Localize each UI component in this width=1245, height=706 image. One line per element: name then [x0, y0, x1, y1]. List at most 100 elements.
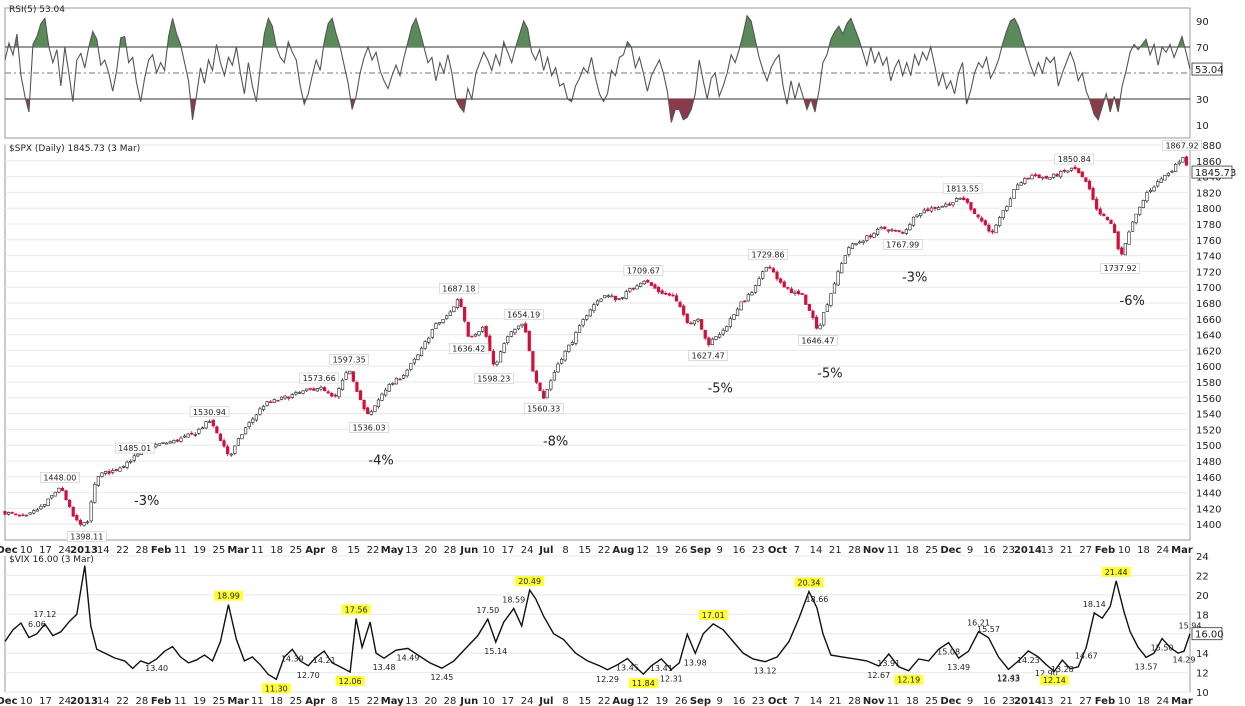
spx-price-label-box	[40, 472, 80, 483]
spx-y-tick: 1520	[1196, 425, 1221, 436]
spx-candle-body	[53, 491, 57, 497]
spx-candle-body	[319, 386, 323, 390]
spx-price-label-box	[1162, 140, 1202, 151]
spx-candle-body	[172, 440, 176, 444]
spx-candle-body	[441, 319, 445, 324]
spx-candle-body	[933, 206, 937, 209]
vix-x-tick: 7	[794, 696, 800, 706]
spx-candle-body	[879, 227, 883, 230]
spx-candle-body	[789, 288, 794, 294]
spx-x-tick: 20	[424, 545, 437, 556]
spx-candle-body	[107, 471, 111, 474]
spx-candle-body	[344, 372, 348, 380]
spx-x-tick: 26	[675, 545, 688, 556]
vix-x-tick: 20	[424, 696, 437, 706]
spx-y-tick: 1440	[1196, 489, 1221, 500]
spx-candle-body	[531, 351, 535, 372]
spx-candle-body	[642, 280, 646, 285]
spx-candle-body	[265, 401, 269, 406]
vix-x-tick: 25	[290, 696, 303, 706]
vix-title: $VIX 16.00 (3 Mar)	[9, 555, 94, 565]
spx-candle-body	[445, 315, 449, 320]
spx-x-tick: 11	[887, 545, 900, 556]
vix-x-tick: 28	[135, 696, 148, 706]
spx-price-label: 1767.99	[886, 240, 919, 249]
spx-x-tick: 22	[367, 545, 380, 556]
spx-y-tick: 1740	[1196, 252, 1221, 263]
spx-candle-body	[32, 510, 36, 514]
spx-candle-body	[459, 298, 463, 308]
spx-candle-body	[868, 235, 873, 238]
spx-price-label-box	[349, 422, 389, 433]
vix-value-label: 12.29	[596, 675, 619, 684]
spx-candle-body	[947, 203, 952, 206]
spx-x-tick: Dec	[0, 545, 18, 556]
spx-x-tick: 14	[810, 545, 823, 556]
spx-drawdown-label: -3%	[902, 270, 927, 285]
spx-candle-body	[893, 229, 898, 232]
vix-value-label: 15.94	[1179, 621, 1202, 630]
vix-x-tick: 14	[97, 696, 110, 706]
vix-value-label: 17.01	[702, 611, 725, 620]
spx-candle-body	[746, 294, 750, 302]
vix-value-label: 16.21	[967, 619, 990, 628]
spx-x-tick: 9	[717, 545, 723, 556]
vix-value-label: 13.91	[877, 659, 900, 668]
spx-price-label-box	[449, 343, 489, 354]
vix-x-tick: 2013	[70, 696, 98, 706]
vix-value-label: 11.30	[265, 684, 288, 693]
spx-candle-body	[463, 306, 467, 322]
spx-x-tick: 22	[598, 545, 611, 556]
spx-candle-body	[405, 369, 409, 377]
spx-candle-body	[85, 521, 90, 524]
spx-x-tick: Feb	[151, 545, 171, 556]
spx-x-tick: Nov	[863, 545, 885, 556]
spx-x-tick: 16	[983, 545, 996, 556]
spx-candle-body	[419, 347, 424, 357]
vix-highlight-box	[213, 590, 243, 601]
spx-x-tick: Feb	[1095, 545, 1115, 556]
spx-candle-body	[269, 401, 273, 404]
spx-candle-body	[739, 301, 743, 311]
spx-candle-body	[911, 216, 916, 226]
spx-price-label-box	[523, 403, 564, 414]
spx-candle-body	[613, 295, 618, 301]
vix-value-label: 13.57	[1135, 662, 1158, 671]
spx-candle-body	[552, 371, 557, 381]
vix-value-label: 20.34	[798, 579, 821, 588]
vix-y-tick: 20	[1196, 591, 1209, 602]
spx-candle-body	[1033, 174, 1038, 177]
spx-price-label: 1530.94	[193, 408, 226, 417]
spx-price-label: 1627.47	[692, 351, 725, 360]
vix-x-tick: Mar	[227, 696, 249, 706]
spx-candle-body	[656, 286, 661, 293]
spx-candle-body	[628, 288, 632, 292]
spx-candle-body	[901, 232, 905, 234]
spx-candle-body	[64, 490, 68, 501]
spx-candle-body	[129, 460, 133, 463]
vix-x-tick: May	[381, 696, 404, 706]
spx-candle-body	[186, 433, 190, 438]
spx-candle-body	[811, 310, 815, 318]
vix-highlight-box	[335, 675, 365, 686]
vix-value-label: 14.21	[313, 656, 336, 665]
vix-value-label: 15.08	[937, 648, 960, 657]
spx-candle-body	[818, 324, 822, 330]
spx-candle-body	[233, 445, 237, 454]
spx-price-label: 1573.66	[303, 374, 336, 383]
spx-candle-body	[825, 304, 829, 312]
vix-value-label: 14.39	[281, 654, 304, 663]
spx-candle-body	[714, 336, 718, 340]
spx-candle-body	[154, 444, 158, 448]
vix-highlight-box	[698, 609, 728, 620]
spx-candle-body	[915, 214, 919, 217]
spx-candle-body	[660, 290, 664, 294]
spx-candle-body	[926, 208, 930, 211]
spx-candle-body	[886, 229, 890, 232]
vix-x-tick: 17	[501, 696, 514, 706]
spx-x-tick: 16	[733, 545, 746, 556]
spx-x-tick: 24	[58, 545, 71, 556]
spx-candle-body	[1030, 174, 1034, 180]
spx-candle-body	[1134, 213, 1138, 224]
spx-candle-body	[1080, 171, 1084, 178]
